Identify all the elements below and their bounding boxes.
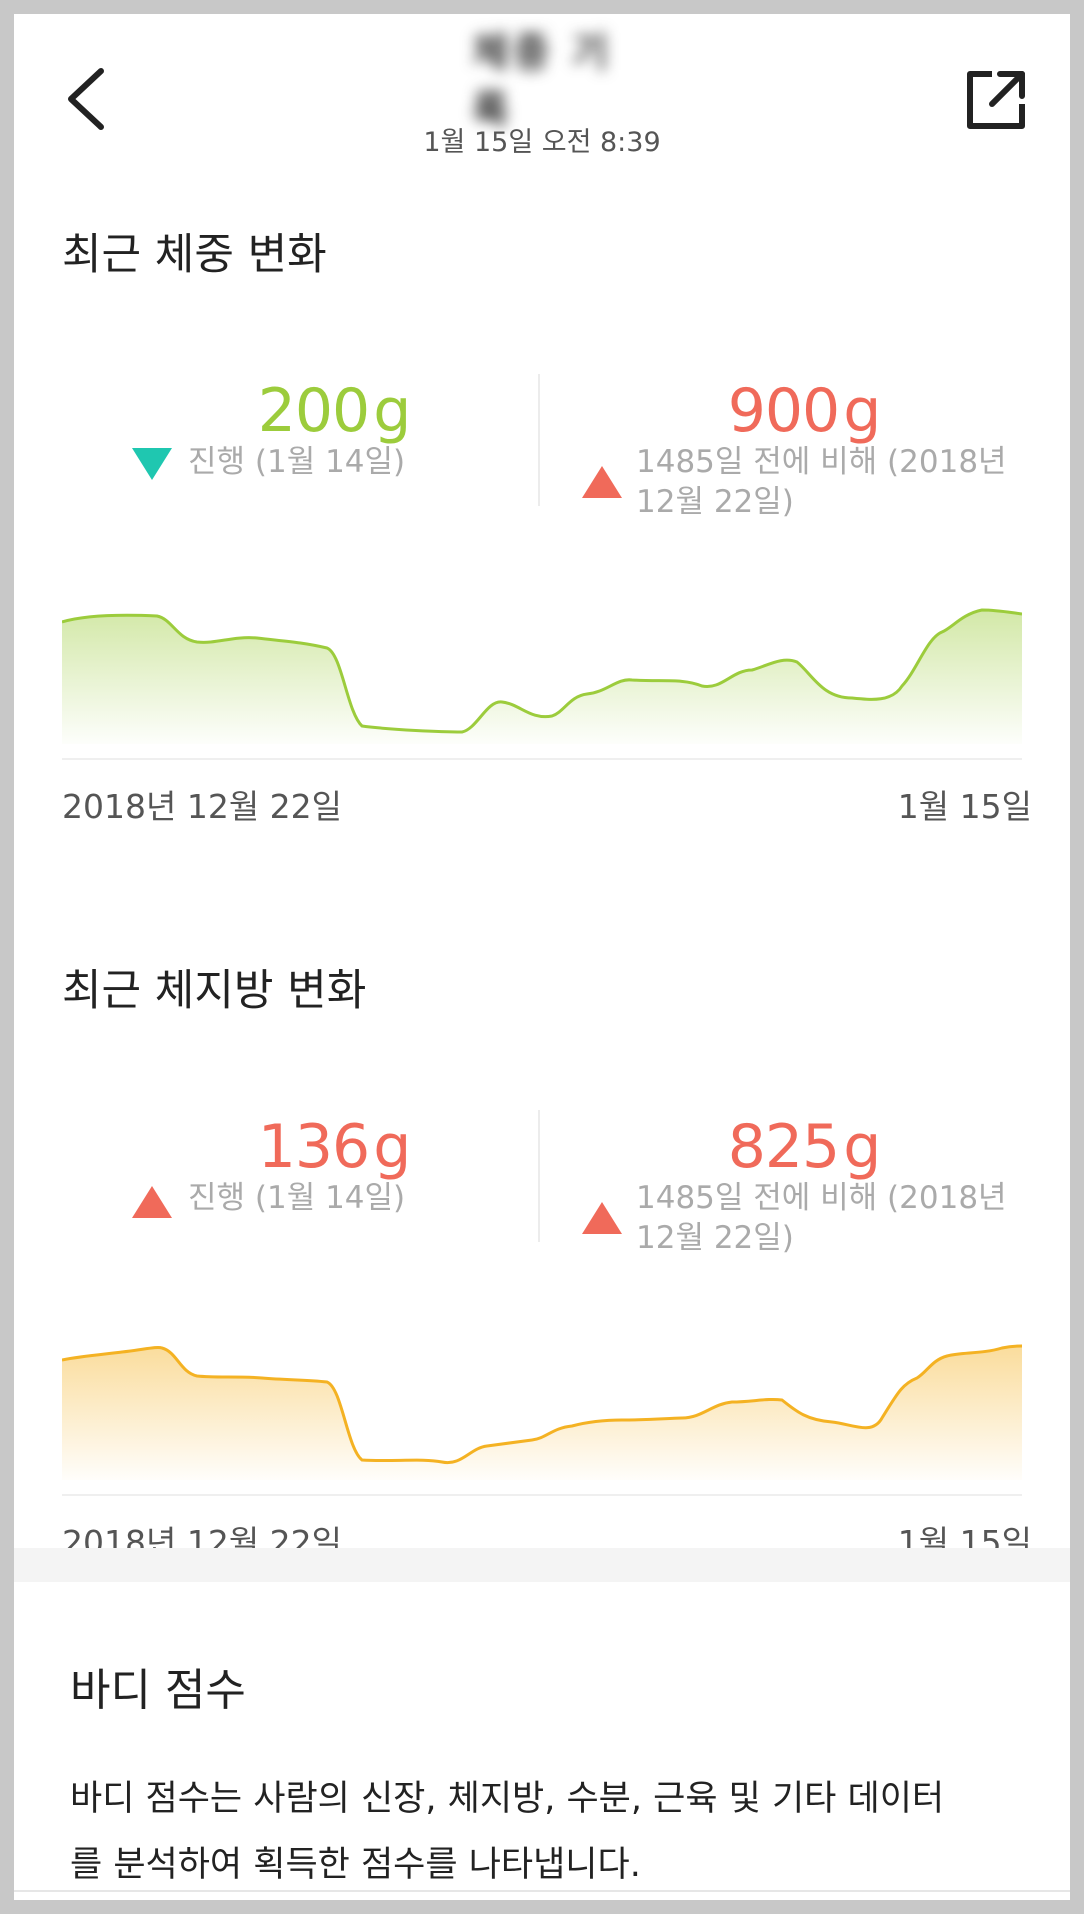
chevron-left-icon — [68, 68, 104, 130]
share-external-icon — [967, 71, 1025, 129]
triangle-down-icon — [132, 448, 172, 480]
header-bar: 체중 기록 1월 15일 오전 8:39 — [14, 14, 1070, 164]
fat-section-title: 최근 체지방 변화 — [62, 966, 367, 1016]
fat-since-start-caption: 1485일 전에 비해 (2018년 12월 22일) — [636, 1180, 1007, 1256]
body-score-title: 바디 점수 — [70, 1665, 246, 1716]
fat-trend-line — [62, 1344, 1022, 1465]
fat-trend-chart — [62, 1344, 1022, 1480]
bottom-divider — [14, 1890, 1070, 1892]
weight-chart-baseline — [62, 758, 1022, 760]
fat-since-start-value: 825g — [727, 1112, 882, 1182]
weight-chart-start-label: 2018년 12월 22일 — [62, 787, 343, 826]
app-screen: 체중 기록 1월 15일 오전 8:39 최근 체중 변화 200g 진행 (1… — [14, 14, 1070, 1900]
stat-divider — [538, 374, 540, 506]
weight-progress-caption: 진행 (1월 14일) — [188, 444, 406, 480]
triangle-up-icon — [582, 466, 622, 498]
fat-trend-area — [62, 1346, 1022, 1480]
weight-section-title: 최근 체중 변화 — [62, 230, 327, 280]
triangle-up-icon — [582, 1202, 622, 1234]
page-title: 체중 기록 — [472, 30, 613, 134]
weight-progress-value: 200g — [257, 376, 412, 446]
share-button[interactable] — [956, 60, 1036, 140]
fat-chart-baseline — [62, 1494, 1022, 1496]
section-separator — [14, 1548, 1070, 1582]
back-button[interactable] — [50, 54, 120, 144]
weight-since-start-caption: 1485일 전에 비해 (2018년 12월 22일) — [636, 444, 1007, 520]
triangle-up-icon — [132, 1186, 172, 1218]
fat-progress-value: 136g — [257, 1112, 412, 1182]
weight-chart-end-label: 1월 15일 — [897, 787, 1032, 826]
weight-trend-area — [62, 610, 1022, 744]
page-subtitle-datetime: 1월 15일 오전 8:39 — [423, 127, 661, 158]
body-score-description: 바디 점수는 사람의 신장, 체지방, 수분, 근육 및 기타 데이터 를 분석… — [70, 1779, 945, 1885]
weight-trend-line — [62, 608, 1022, 734]
weight-since-start-value: 900g — [727, 376, 882, 446]
weight-trend-chart — [62, 608, 1022, 744]
fat-progress-caption: 진행 (1월 14일) — [188, 1180, 406, 1216]
stat-divider — [538, 1110, 540, 1242]
